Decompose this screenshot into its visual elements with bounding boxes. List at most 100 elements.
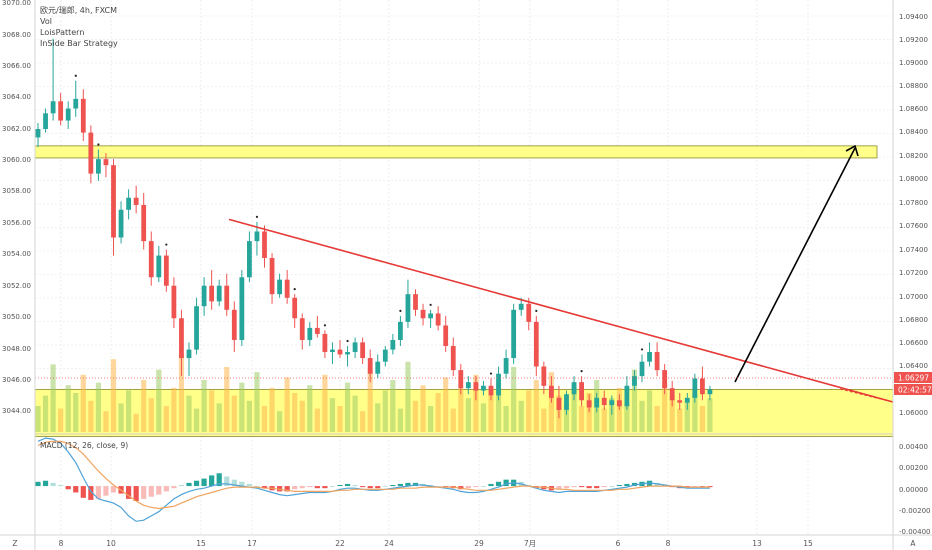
pattern-marker: [74, 74, 77, 77]
volume-bar: [178, 354, 185, 432]
candle-body: [231, 309, 237, 340]
candle-body: [413, 294, 418, 310]
candle-body: [465, 382, 471, 389]
pattern-marker: [97, 143, 100, 146]
candle-body: [518, 303, 524, 310]
candle-body: [549, 385, 554, 398]
candle-body: [330, 349, 335, 353]
volume-bar: [322, 374, 328, 432]
candle-body: [96, 159, 101, 174]
candle-body: [654, 352, 660, 371]
macd-histogram-bar: [141, 486, 147, 499]
candle-body: [201, 285, 207, 307]
candle-body: [533, 321, 539, 367]
projection-arrowhead: [845, 144, 859, 157]
right-axis-tick: 1.07600: [899, 222, 928, 230]
legend-pattern[interactable]: LoisPattern: [40, 28, 85, 37]
candle-body: [254, 231, 260, 242]
volume-bar: [707, 398, 713, 432]
candle-body: [194, 306, 199, 350]
volume-bar: [42, 395, 49, 432]
volume-bar: [314, 408, 320, 432]
volume-bar: [50, 364, 56, 432]
macd-layer: MACD (12, 26, close, 9): [35, 437, 713, 522]
volume-bar: [375, 403, 381, 432]
macd-histogram-bar: [216, 473, 222, 487]
volume-bar: [254, 372, 260, 432]
descending-trendline: [228, 218, 894, 403]
volume-bar: [201, 380, 207, 432]
candle-body: [277, 279, 282, 295]
macd-histogram-bar: [163, 486, 169, 492]
macd-histogram-bar: [284, 486, 290, 492]
volume-bar: [624, 403, 630, 432]
countdown-badge: [894, 384, 932, 395]
macd-axis-tick: 0.00400: [899, 443, 928, 451]
right-axis-tick: 1.08800: [899, 82, 928, 90]
price-badge: [894, 372, 932, 383]
candle-body: [118, 209, 124, 238]
volume-bar: [488, 395, 494, 432]
candle-body: [443, 325, 449, 346]
support-zone: [34, 388, 894, 437]
candle-body: [133, 197, 139, 205]
candle-body: [171, 285, 177, 319]
macd-histogram-bar: [42, 480, 49, 487]
candle-body: [488, 385, 494, 396]
volume-bar: [292, 393, 298, 432]
macd-histogram-bar: [246, 483, 252, 487]
right-axis-tick: 1.08400: [899, 128, 928, 136]
volume-bar: [465, 398, 471, 432]
right-axis-tick: 1.08600: [899, 105, 928, 113]
macd-histogram-bar: [360, 486, 366, 488]
volume-bar: [458, 387, 464, 432]
macd-histogram-bar: [88, 486, 94, 500]
candle-body: [58, 101, 64, 121]
candle-body: [405, 294, 411, 322]
candle-body: [299, 318, 305, 340]
volume-bar: [480, 403, 487, 432]
macd-histogram-bar: [209, 475, 215, 487]
macd-axis-tick: 0.00200: [899, 464, 928, 472]
macd-histogram-bar: [201, 478, 207, 487]
right-axis-tick: 1.07200: [899, 269, 928, 277]
legend-volume[interactable]: Vol: [40, 17, 52, 26]
left-axis-tick: 3066.00: [2, 62, 31, 70]
volume-bar: [420, 385, 426, 432]
volume-bar: [579, 406, 585, 432]
time-axis-tick: 6: [616, 539, 621, 548]
candle-body: [707, 389, 713, 395]
candle-body: [43, 113, 48, 129]
macd-histogram-bar: [473, 486, 479, 488]
macd-histogram-bar: [193, 480, 200, 487]
pattern-marker: [580, 370, 583, 373]
volume-bar: [390, 380, 396, 432]
legend-strategy[interactable]: InSide Bar Strategy: [40, 39, 118, 48]
candle-body: [390, 339, 396, 350]
volume-bar: [216, 403, 222, 432]
candles-layer: [35, 38, 713, 419]
left-axis-tick: 3054.00: [2, 250, 31, 258]
candle-body: [216, 285, 222, 302]
macd-legend: MACD (12, 26, close, 9): [40, 441, 128, 450]
time-axis-tick: 17: [247, 539, 257, 548]
macd-line: [37, 437, 710, 522]
volume-bar: [601, 408, 607, 432]
macd-histogram-bar: [382, 486, 388, 487]
volume-bar: [639, 400, 645, 432]
volume-bar: [616, 387, 622, 432]
zones-layer: [34, 145, 894, 437]
volume-bar: [684, 400, 690, 432]
volume-bar: [269, 387, 275, 432]
candle-body: [435, 313, 441, 326]
candle-body: [450, 345, 456, 371]
time-axis-tick: 29: [474, 539, 484, 548]
right-axis-tick: 1.06600: [899, 339, 928, 347]
macd-histogram-bar: [367, 486, 373, 489]
volume-bar: [58, 408, 64, 432]
macd-histogram-bar: [609, 486, 615, 487]
legend-symbol[interactable]: 欧元/瑞郎, 4h, FXCM: [40, 6, 118, 15]
macd-histogram-bar: [322, 486, 328, 489]
left-axis-tick: 3044.00: [2, 407, 31, 415]
